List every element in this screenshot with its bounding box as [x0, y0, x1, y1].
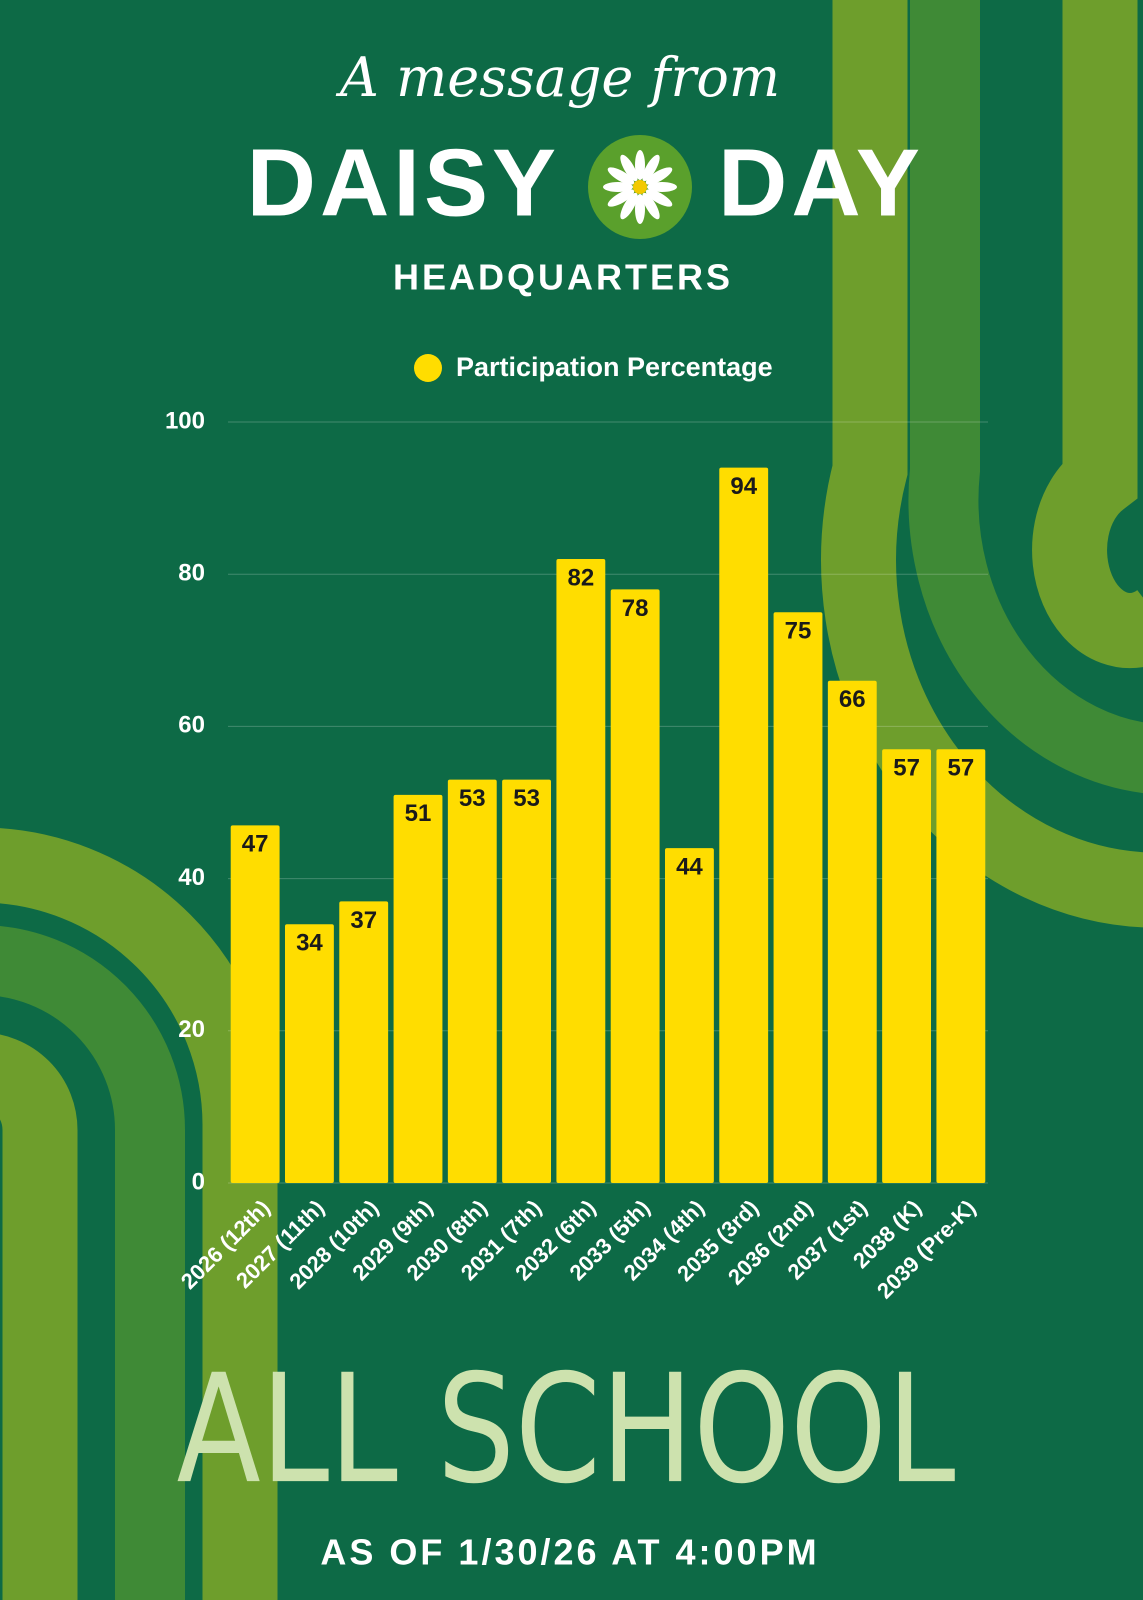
logo-petal: [645, 167, 673, 185]
logo-petal: [620, 192, 638, 220]
bar: [719, 467, 769, 1183]
bar: [556, 558, 606, 1183]
value-label: 94: [730, 473, 757, 500]
y-tick-label: 20: [178, 1016, 205, 1043]
value-label: 57: [948, 755, 975, 782]
logo-petal: [642, 154, 660, 182]
y-tick-label: 60: [178, 712, 205, 739]
logo-petal: [647, 182, 677, 192]
value-label: 51: [405, 800, 432, 827]
legend-label: Participation Percentage: [456, 352, 773, 382]
stripe: [0, 926, 185, 1600]
bar: [339, 901, 389, 1183]
bar: [936, 749, 986, 1183]
footer-note: AS OF 1/30/26 AT 4:00PM: [320, 1532, 819, 1573]
brand-right: DAY: [718, 129, 924, 236]
bar: [230, 825, 280, 1183]
bar: [393, 794, 443, 1183]
legend-swatch: [414, 354, 442, 382]
value-label: 53: [513, 785, 540, 812]
bar: [773, 612, 823, 1183]
logo-petal: [620, 154, 638, 182]
value-label: 47: [242, 831, 269, 858]
stripe: [1032, 0, 1143, 669]
stripe: [908, 0, 1143, 793]
value-label: 78: [622, 595, 649, 622]
bar: [610, 589, 660, 1183]
value-label: 44: [676, 854, 703, 881]
bar: [827, 680, 877, 1183]
logo-petal: [645, 189, 673, 207]
logo-petal: [635, 150, 645, 180]
y-tick-label: 100: [165, 407, 205, 434]
logo-petal: [607, 167, 635, 185]
bar: [665, 848, 714, 1183]
tagline: A message from: [335, 46, 780, 109]
daisy-logo: [588, 135, 692, 239]
subtitle: HEADQUARTERS: [393, 257, 733, 298]
value-label: 57: [893, 755, 920, 782]
footer-title: ALL SCHOOL: [177, 1343, 956, 1517]
value-label: 37: [350, 907, 377, 934]
brand-left: DAISY: [247, 129, 560, 236]
y-tick-label: 40: [178, 864, 205, 891]
logo-petal: [635, 194, 645, 224]
logo-petal: [607, 189, 635, 207]
y-tick-label: 0: [192, 1168, 205, 1195]
logo-center: [633, 180, 647, 194]
bar: [285, 924, 334, 1183]
bar: [447, 779, 497, 1183]
bar: [502, 779, 551, 1183]
bar: [882, 749, 931, 1183]
value-label: 82: [568, 564, 595, 591]
value-label: 53: [459, 785, 486, 812]
y-tick-label: 80: [178, 560, 205, 587]
stripe: [0, 1035, 78, 1600]
logo-petal: [642, 192, 660, 220]
value-label: 66: [839, 686, 866, 713]
logo-petal: [603, 182, 633, 192]
value-label: 75: [785, 618, 812, 645]
value-label: 34: [296, 930, 323, 957]
